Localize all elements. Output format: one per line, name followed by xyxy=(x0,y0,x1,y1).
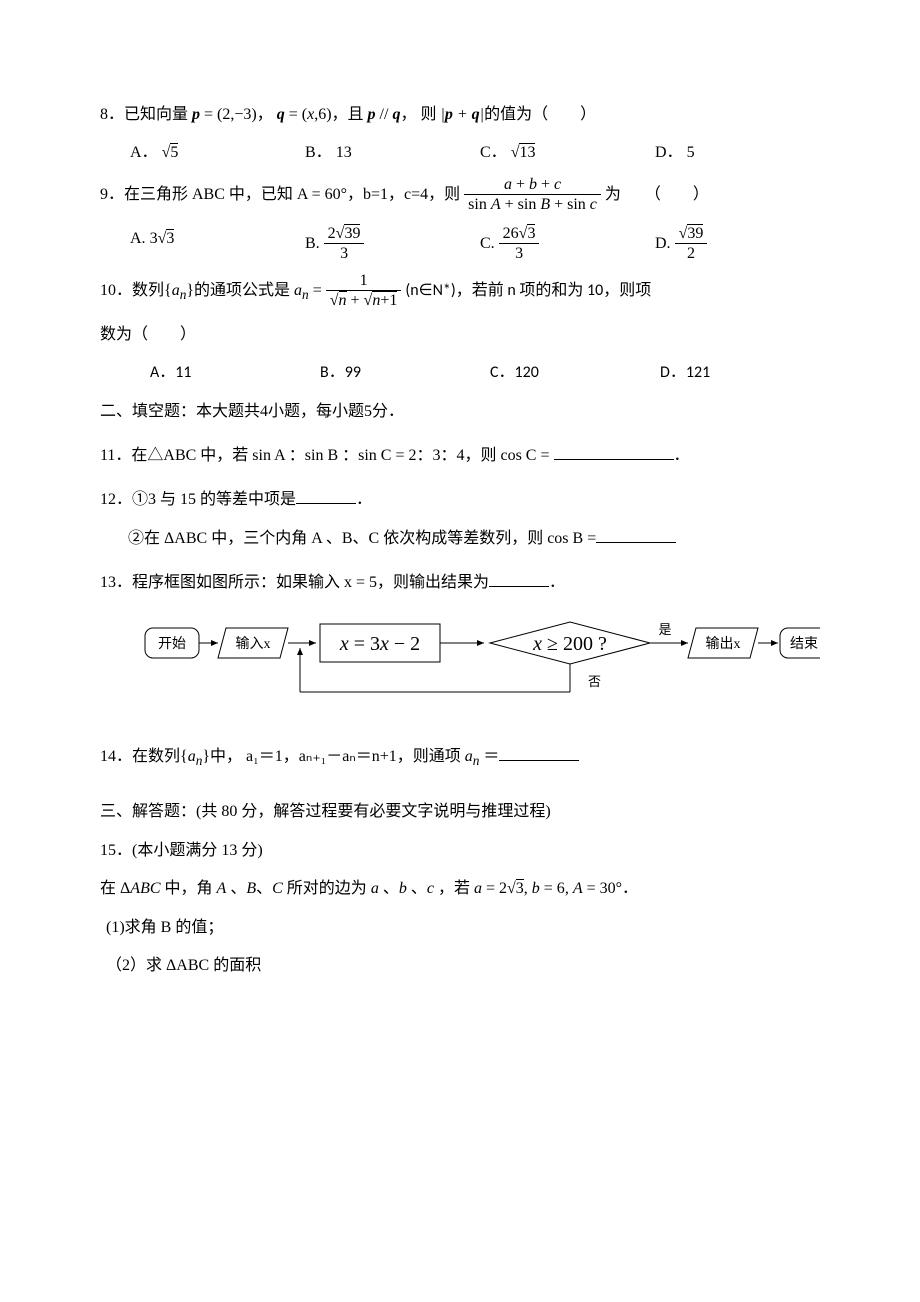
flow-end: 结束 xyxy=(790,636,818,652)
q10-text-d: 数为（ ） xyxy=(100,320,830,350)
q8-opt-c: C． √13 xyxy=(480,138,655,168)
q10-opt-d: D．121 xyxy=(660,358,830,388)
question-15-text: 在 ΔABC 中，角 A 、B、C 所对的边为 a 、b 、c ，若 a = 2… xyxy=(100,874,830,904)
q10-text-b: }的通项公式是 xyxy=(186,282,294,299)
flow-no-label: 否 xyxy=(588,674,601,689)
q15-part2: （2）求 ΔABC 的面积 xyxy=(106,951,830,981)
q10-text-a: 10．数列{ xyxy=(100,282,172,299)
q14-text-b: }中， a₁＝1，aₙ₊₁－aₙ＝n+1，则通项 xyxy=(202,748,464,765)
section-3-title: 三、解答题：(共 80 分，解答过程要有必要文字说明与推理过程) xyxy=(100,797,830,827)
q9-opt-a: A. 3√3 xyxy=(130,224,305,265)
flow-input: 输入x xyxy=(236,636,271,652)
question-15-title: 15．(本小题满分 13 分) xyxy=(100,836,830,866)
q8-opt-b: B． 13 xyxy=(305,138,480,168)
question-10: 10．数列{an}的通项公式是 an = 1 √n + √n+1 (n∈N*)，… xyxy=(100,271,830,312)
q11-blank xyxy=(554,459,674,460)
flow-proc: x = 3x − 2 xyxy=(339,633,420,655)
q10-options: A．11 B．99 C．120 D．121 xyxy=(150,358,830,388)
flow-output: 输出x xyxy=(706,636,741,652)
question-12b: ②在 ΔABC 中，三个内角 A 、B、C 依次构成等差数列，则 cos B = xyxy=(128,524,830,554)
q9-opt-c: C. 26√33 xyxy=(480,224,655,265)
flowchart: 开始 输入x x = 3x − 2 x ≥ 200 ? 是 输出x 结束 否 xyxy=(140,610,830,721)
question-14: 14．在数列{an}中， a₁＝1，aₙ₊₁－aₙ＝n+1，则通项 an ＝ xyxy=(100,742,830,774)
q10-opt-a: A．11 xyxy=(150,358,320,388)
q8-sep2: ，且 xyxy=(332,106,368,123)
q12-text-a: 12．①3 与 15 的等差中项是 xyxy=(100,491,296,508)
q9-text-a: 9．在三角形 ABC 中，已知 A = 60°，b=1，c=4，则 xyxy=(100,186,464,203)
q13-text-a: 13．程序框图如图所示：如果输入 x = 5，则输出结果为 xyxy=(100,574,489,591)
question-13: 13．程序框图如图所示：如果输入 x = 5，则输出结果为． xyxy=(100,568,830,598)
q12-blank-1 xyxy=(296,503,356,504)
q9-opt-d: D. √392 xyxy=(655,224,830,265)
q15-part1: (1)求角 B 的值； xyxy=(106,913,830,943)
q8-sep3: ， 则 xyxy=(400,106,436,123)
q8-opt-d: D． 5 xyxy=(655,138,830,168)
question-9: 9．在三角形 ABC 中，已知 A = 60°，b=1，c=4，则 a + b … xyxy=(100,175,830,216)
q8-opt-a: A． √5 xyxy=(130,138,305,168)
q14-blank xyxy=(499,760,579,761)
q8-sep1: ， xyxy=(257,106,273,123)
q9-opt-b: B. 2√393 xyxy=(305,224,480,265)
question-12: 12．①3 与 15 的等差中项是． xyxy=(100,485,830,515)
q8-tail: 的值为（ ） xyxy=(484,106,596,123)
q11-text-a: 11．在△ABC 中，若 sin A ：sin B ：sin C = 2：3：4… xyxy=(100,447,554,464)
question-8: 8．已知向量 p = (2,−3)， q = (x,6)，且 p // q， 则… xyxy=(100,100,830,130)
q10-opt-b: B．99 xyxy=(320,358,490,388)
section-2-title: 二、填空题：本大题共4小题，每小题5分． xyxy=(100,397,830,427)
svg-text:x ≥ 200 ?: x ≥ 200 ? xyxy=(532,633,607,655)
q8-options: A． √5 B． 13 C． √13 D． 5 xyxy=(130,138,830,168)
q10-opt-c: C．120 xyxy=(490,358,660,388)
flow-start: 开始 xyxy=(158,636,186,652)
q14-text-c: ＝ xyxy=(479,748,499,765)
q12-blank-2 xyxy=(596,542,676,543)
q12-text-b: ②在 ΔABC 中，三个内角 A 、B、C 依次构成等差数列，则 cos B = xyxy=(128,530,596,547)
q8-text-a: 8．已知向量 xyxy=(100,106,192,123)
q13-blank xyxy=(489,586,549,587)
q9-tail: 为 （ ） xyxy=(605,186,709,203)
q9-options: A. 3√3 B. 2√393 C. 26√33 D. √392 xyxy=(130,224,830,265)
q10-text-c: (n∈N*)，若前 n 项的和为 10，则项 xyxy=(405,281,651,300)
flowchart-svg: 开始 输入x x = 3x − 2 x ≥ 200 ? 是 输出x 结束 否 xyxy=(140,610,820,710)
flow-yes-label: 是 xyxy=(658,622,671,637)
question-11: 11．在△ABC 中，若 sin A ：sin B ：sin C = 2：3：4… xyxy=(100,441,830,471)
q14-text-a: 14．在数列{ xyxy=(100,748,188,765)
